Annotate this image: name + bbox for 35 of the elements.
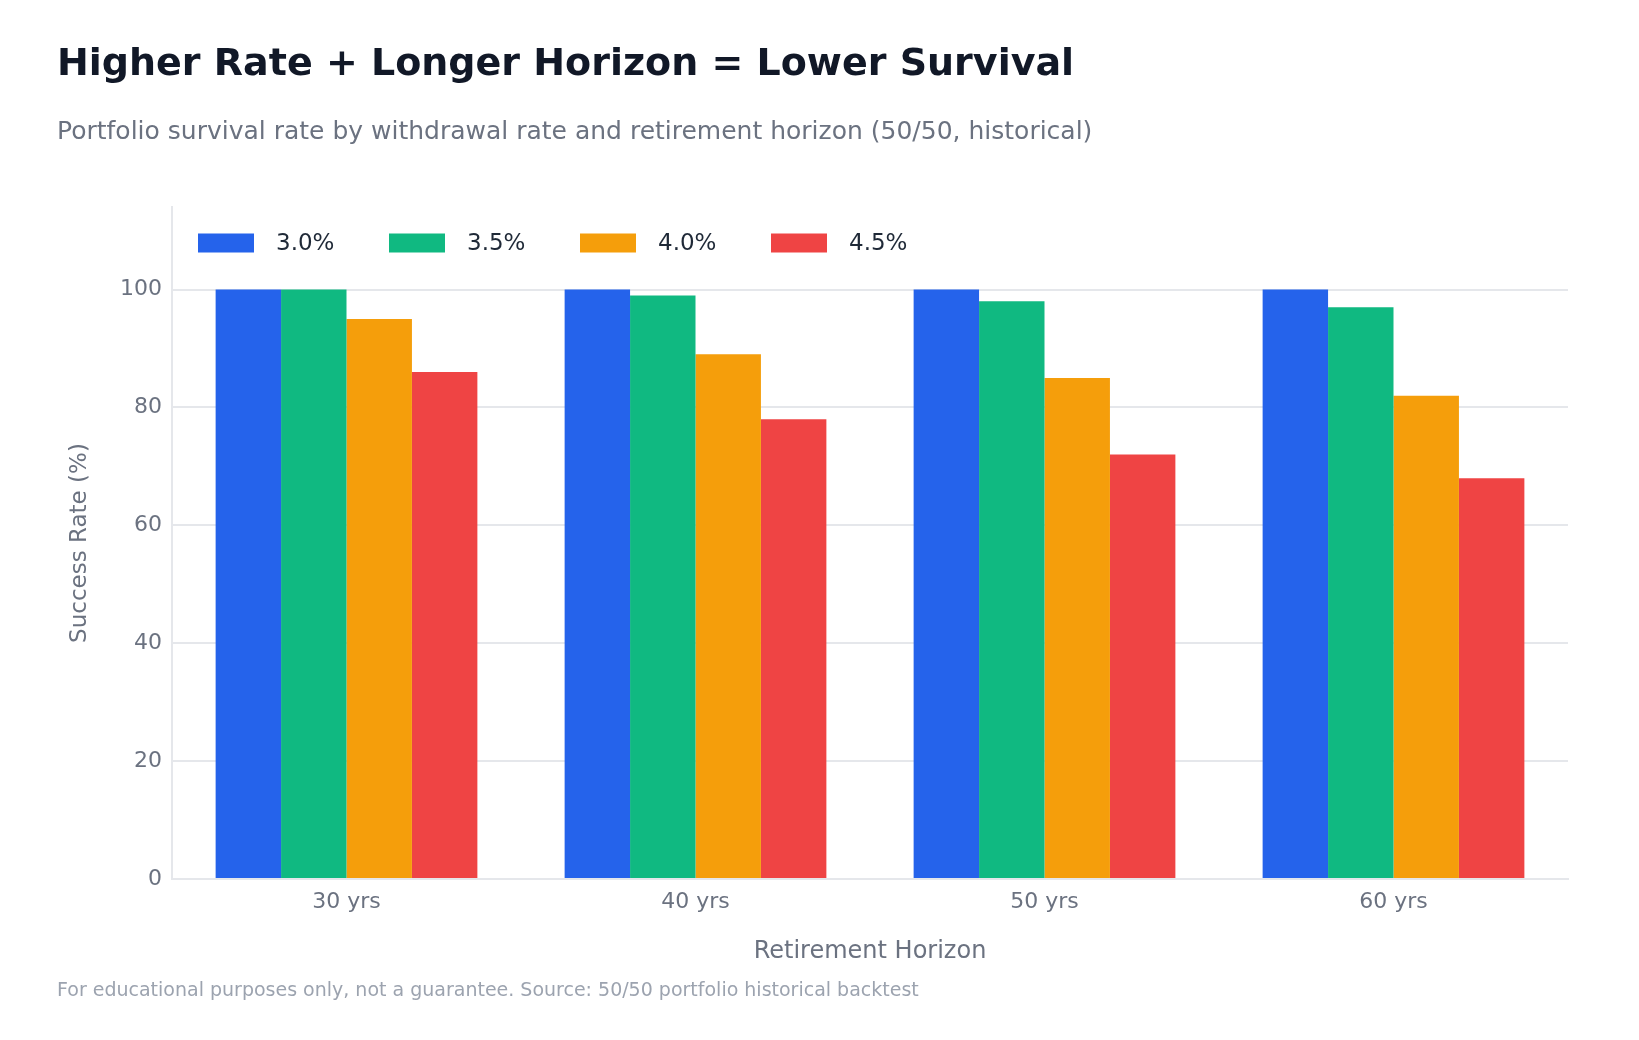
- y-tick-label: 40: [134, 628, 162, 654]
- x-tick-label: 30 yrs: [312, 887, 381, 913]
- legend-label: 4.0%: [658, 228, 717, 255]
- bar: [346, 319, 412, 878]
- bar: [695, 354, 761, 878]
- y-tick-label: 100: [120, 275, 162, 301]
- y-axis-title: Success Rate (%): [64, 443, 91, 643]
- bar: [1109, 454, 1176, 878]
- bar: [281, 289, 347, 878]
- bar: [1328, 307, 1394, 878]
- x-tick-label: 50 yrs: [1010, 887, 1079, 913]
- bar: [630, 295, 696, 878]
- x-tick-label: 60 yrs: [1359, 887, 1428, 913]
- bar: [1262, 289, 1329, 878]
- legend-label: 3.0%: [276, 228, 335, 255]
- bar: [564, 289, 631, 878]
- y-tick-label: 60: [134, 511, 162, 537]
- bar: [215, 289, 282, 878]
- bar: [1458, 478, 1525, 878]
- legend-label: 3.5%: [467, 228, 526, 255]
- y-tick-label: 80: [134, 393, 162, 419]
- x-axis-title: Retirement Horizon: [753, 935, 987, 964]
- chart-subtitle: Portfolio survival rate by withdrawal rate and retirement horizon (50/50, historical): [57, 116, 1093, 145]
- bar: [913, 289, 980, 878]
- bar: [1393, 395, 1459, 878]
- y-tick-label: 20: [134, 746, 162, 772]
- bar: [411, 372, 478, 878]
- bar: [1044, 377, 1110, 878]
- y-tick-label: 0: [148, 864, 162, 890]
- bar: [979, 301, 1045, 878]
- text: For educational purposes only, not a guarantee. Source: 50/50 portfolio historical backtest: [57, 978, 919, 1000]
- x-tick-label: 40 yrs: [661, 887, 730, 913]
- chart-title: Higher Rate + Longer Horizon = Lower Survival: [57, 40, 1075, 84]
- bar: [760, 419, 827, 878]
- legend-label: 4.5%: [849, 228, 908, 255]
